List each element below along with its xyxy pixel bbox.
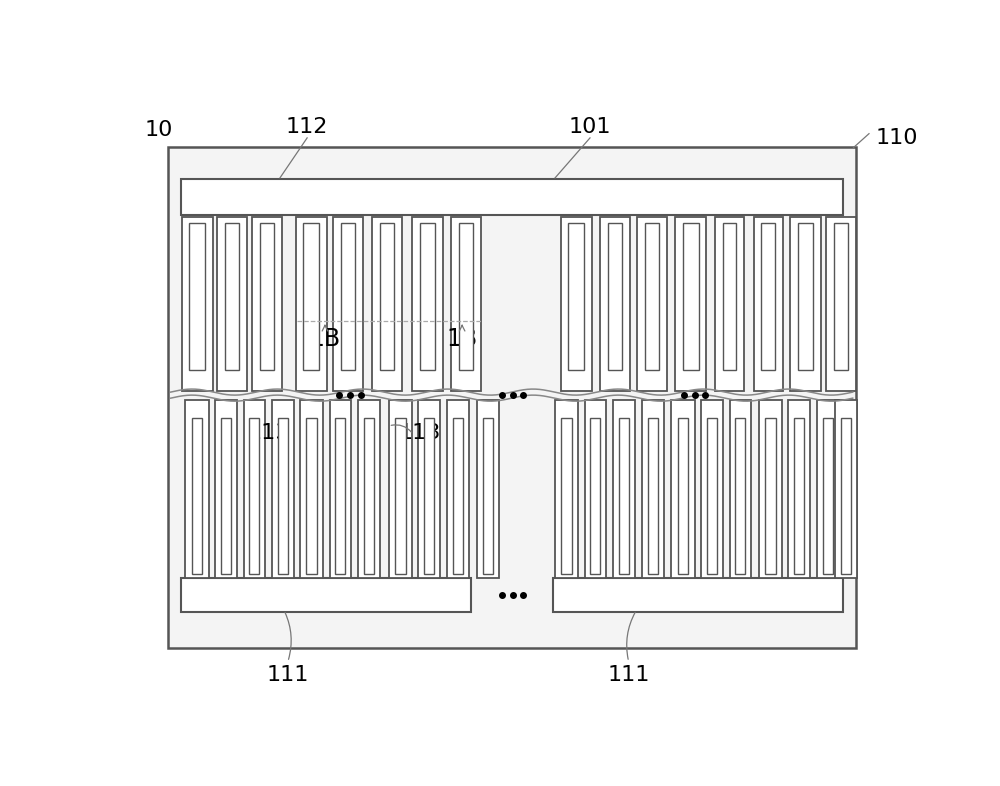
Bar <box>424 418 434 574</box>
Bar <box>182 217 213 391</box>
Text: 1B: 1B <box>447 328 478 351</box>
Bar <box>600 217 630 391</box>
Text: 111: 111 <box>608 665 650 685</box>
Bar <box>272 400 294 578</box>
Bar <box>249 418 259 574</box>
Text: 101: 101 <box>569 116 611 137</box>
Bar <box>823 418 833 574</box>
Bar <box>790 217 821 391</box>
Bar <box>244 400 265 578</box>
Bar <box>189 222 205 369</box>
Bar <box>798 222 813 369</box>
Bar <box>642 400 664 578</box>
Bar <box>453 418 463 574</box>
Bar <box>215 400 237 578</box>
Bar <box>671 400 695 578</box>
Bar <box>252 217 282 391</box>
Bar <box>447 400 469 578</box>
Text: 113: 113 <box>247 423 290 443</box>
Bar <box>585 400 606 578</box>
Bar <box>420 222 435 369</box>
Bar <box>735 418 745 574</box>
Bar <box>303 222 319 369</box>
Bar <box>835 400 857 578</box>
Bar <box>834 222 848 369</box>
Bar <box>380 222 394 369</box>
Bar <box>225 222 239 369</box>
Bar <box>395 418 406 574</box>
Text: 1B: 1B <box>309 328 341 351</box>
Bar <box>296 217 326 391</box>
Text: 112: 112 <box>286 116 328 137</box>
Bar <box>826 217 856 391</box>
Bar <box>568 222 584 369</box>
Bar <box>683 222 698 369</box>
Bar <box>300 400 323 578</box>
Bar <box>330 400 351 578</box>
Bar <box>730 400 751 578</box>
Bar <box>477 400 499 578</box>
Bar <box>723 222 736 369</box>
Bar <box>761 222 775 369</box>
Bar <box>675 217 706 391</box>
Bar <box>645 222 659 369</box>
Bar <box>648 418 658 574</box>
Bar <box>341 222 355 369</box>
Bar <box>637 217 667 391</box>
Bar <box>418 400 440 578</box>
Bar <box>555 400 578 578</box>
Bar <box>715 217 744 391</box>
Bar <box>754 217 783 391</box>
Text: 110: 110 <box>875 127 918 148</box>
Bar <box>765 418 776 574</box>
Bar <box>613 400 635 578</box>
Bar <box>335 418 345 574</box>
Bar <box>388 400 412 578</box>
Bar <box>619 418 629 574</box>
Bar <box>608 222 622 369</box>
Bar <box>553 578 843 612</box>
Bar <box>590 418 600 574</box>
Bar <box>372 217 402 391</box>
Bar <box>221 418 231 574</box>
Bar <box>483 418 493 574</box>
Bar <box>841 418 851 574</box>
Bar <box>451 217 481 391</box>
Bar <box>185 400 209 578</box>
Bar <box>260 222 274 369</box>
Bar <box>192 418 202 574</box>
Bar <box>181 578 471 612</box>
Text: 113: 113 <box>398 423 441 443</box>
Bar <box>561 217 592 391</box>
Text: 10: 10 <box>144 119 173 140</box>
Bar <box>217 217 247 391</box>
Bar <box>181 179 843 215</box>
Bar <box>278 418 288 574</box>
Bar <box>788 400 810 578</box>
Bar <box>333 217 363 391</box>
Bar <box>701 400 723 578</box>
Bar <box>459 222 473 369</box>
Bar <box>707 418 717 574</box>
Bar <box>358 400 380 578</box>
Bar <box>794 418 804 574</box>
Bar <box>168 147 856 648</box>
Bar <box>412 217 443 391</box>
Bar <box>364 418 374 574</box>
Bar <box>817 400 839 578</box>
Bar <box>306 418 317 574</box>
Bar <box>561 418 572 574</box>
Bar <box>759 400 782 578</box>
Text: 111: 111 <box>267 665 309 685</box>
Bar <box>678 418 688 574</box>
